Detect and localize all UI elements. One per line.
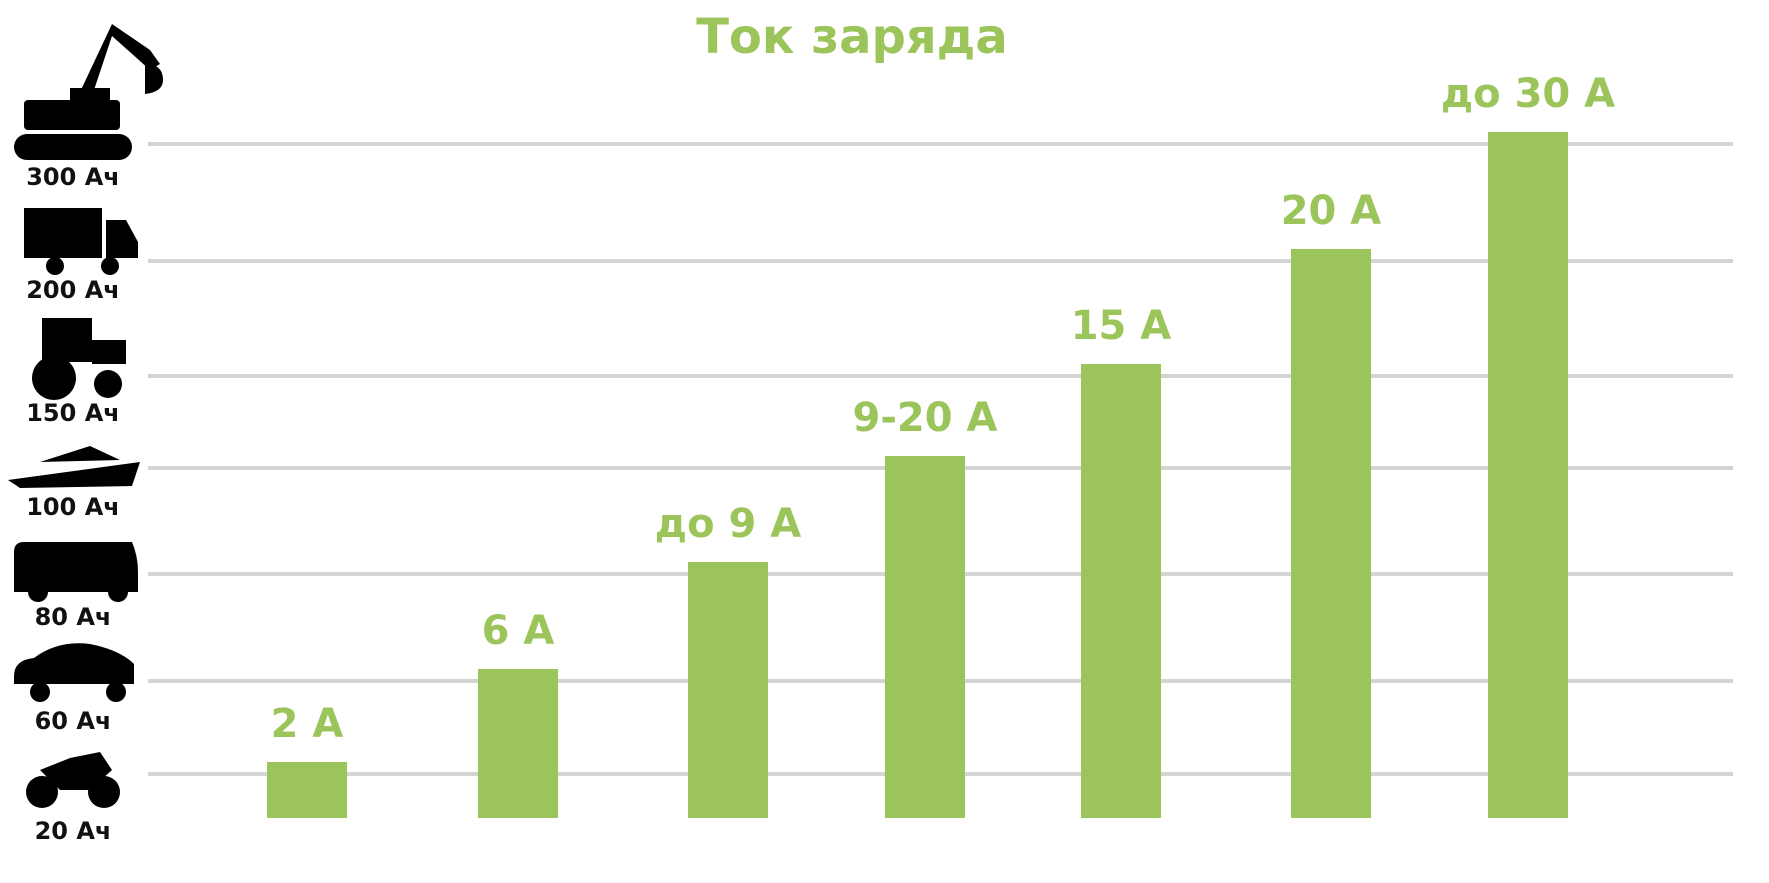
bar <box>1291 249 1371 818</box>
bar-label: 15 А <box>1071 303 1172 349</box>
bar <box>1081 364 1161 818</box>
bar <box>885 456 965 818</box>
car-icon <box>14 643 134 702</box>
bar <box>688 562 768 818</box>
van-icon <box>14 542 138 602</box>
y-tick-label: 60 Ач <box>35 707 112 735</box>
bar-label: до 30 А <box>1441 71 1615 117</box>
y-tick-label: 300 Ач <box>26 163 120 191</box>
y-tick-label: 20 Ач <box>35 817 112 845</box>
y-tick-label: 80 Ач <box>35 603 112 631</box>
bar-label: до 9 А <box>655 501 801 547</box>
bar-label: 6 А <box>482 608 555 654</box>
bar <box>478 669 558 818</box>
bar <box>267 762 347 818</box>
bar <box>1488 132 1568 818</box>
vehicle-icons <box>8 24 163 808</box>
y-tick-label: 200 Ач <box>26 276 120 304</box>
y-tick-label: 150 Ач <box>26 399 120 427</box>
bar-label: 20 А <box>1281 188 1382 234</box>
excavator-icon <box>14 24 163 160</box>
truck-icon <box>24 208 138 275</box>
boat-icon <box>8 446 140 488</box>
tractor-icon <box>32 318 126 400</box>
y-tick-label: 100 Ач <box>26 493 120 521</box>
chart-title: Ток заряда <box>696 9 1008 65</box>
bar-label: 2 А <box>271 701 344 747</box>
bar-label: 9-20 А <box>853 395 998 441</box>
motorcycle-icon <box>26 752 120 808</box>
